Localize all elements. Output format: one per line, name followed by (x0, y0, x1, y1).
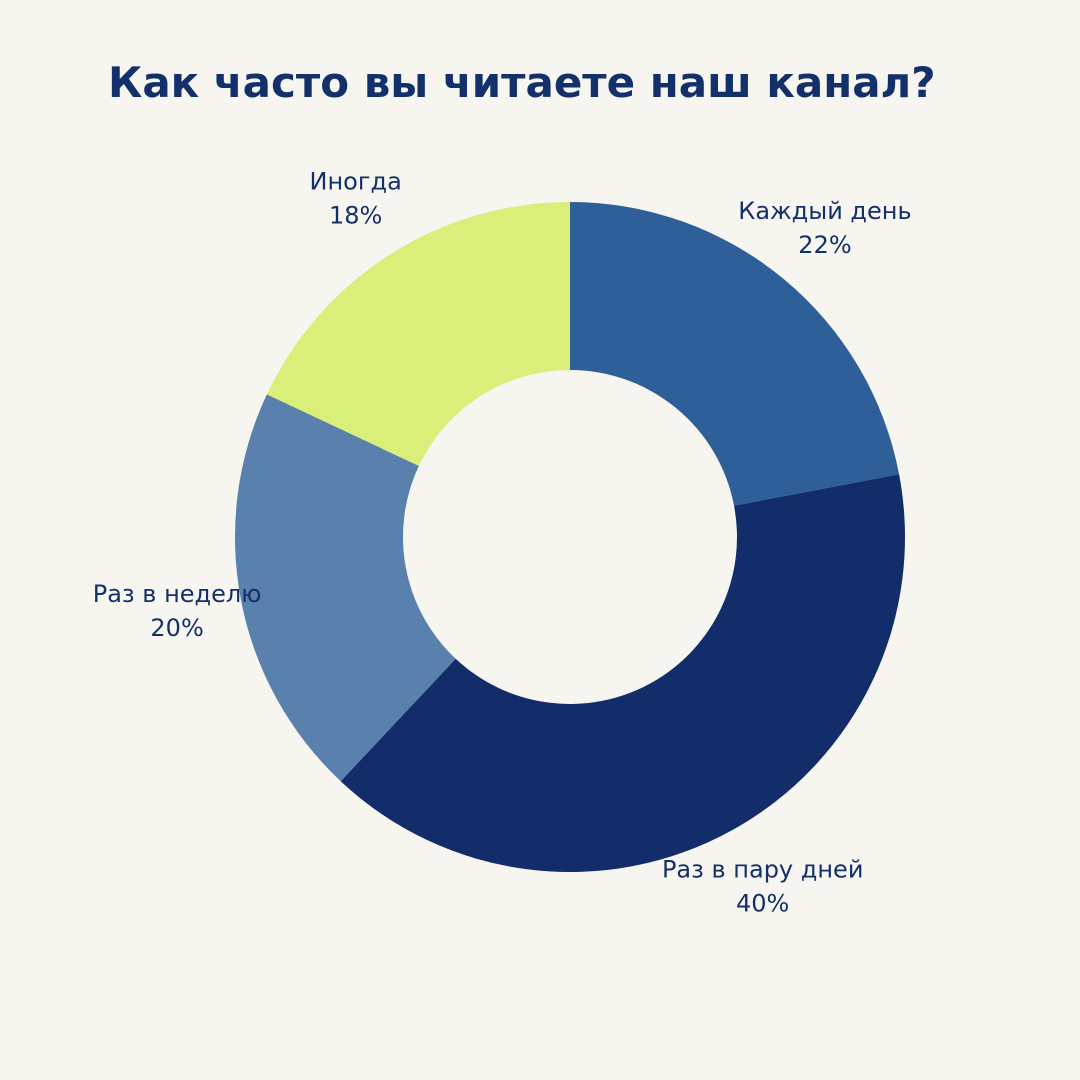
donut-segment (235, 394, 456, 782)
value-label: 18% (329, 201, 382, 229)
donut-segment (570, 202, 900, 506)
chart-title: Как часто вы читаете наш канал? (108, 58, 936, 107)
value-label: 40% (736, 890, 789, 918)
donut-segment (340, 474, 905, 872)
segment-label: Раз в неделю (93, 580, 262, 608)
segment-label: Раз в пару дней (662, 856, 863, 884)
segment-label: Иногда (310, 167, 402, 195)
value-label: 22% (798, 231, 851, 259)
donut-segment (266, 202, 570, 466)
value-label: 20% (150, 614, 203, 642)
segment-label: Каждый день (738, 197, 911, 225)
